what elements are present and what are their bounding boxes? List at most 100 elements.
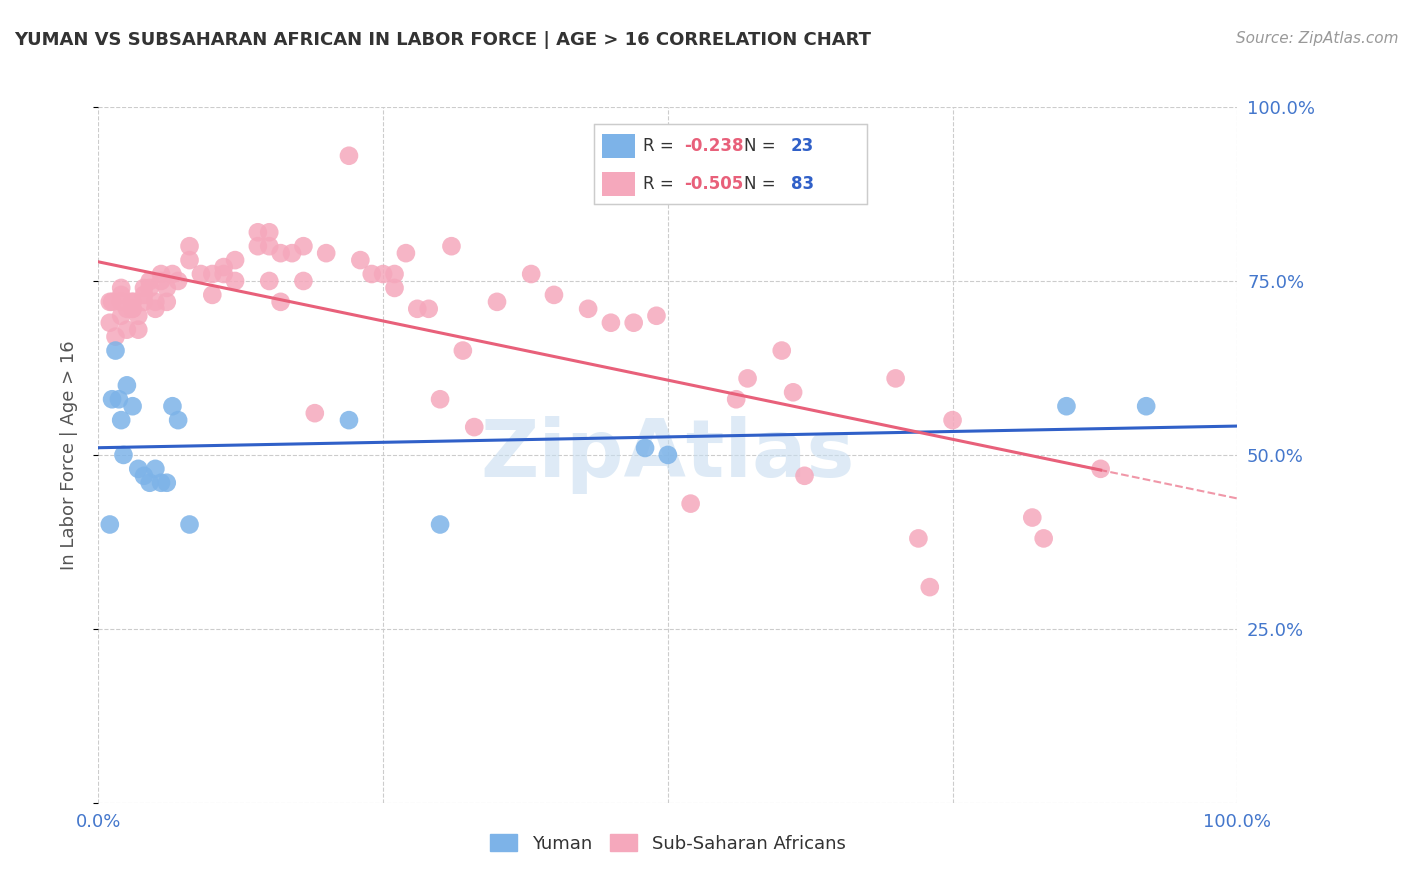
Point — [270, 246, 292, 260]
Point — [782, 385, 804, 400]
Point — [634, 441, 657, 455]
Point — [190, 267, 212, 281]
Point — [259, 239, 281, 253]
Point — [246, 239, 269, 253]
Point — [132, 288, 155, 302]
Point — [127, 323, 149, 337]
Point — [121, 294, 143, 309]
Point — [918, 580, 941, 594]
Point — [371, 267, 394, 281]
Point — [406, 301, 429, 316]
Point — [942, 413, 965, 427]
Point — [440, 239, 463, 253]
Point — [212, 260, 235, 274]
Point — [384, 267, 406, 281]
Point — [1021, 510, 1043, 524]
Point — [112, 448, 135, 462]
Legend: Yuman, Sub-Saharan Africans: Yuman, Sub-Saharan Africans — [484, 827, 852, 860]
Point — [104, 329, 127, 343]
Point — [1090, 462, 1112, 476]
Point — [104, 343, 127, 358]
Point — [429, 392, 451, 407]
Point — [212, 267, 235, 281]
Point — [543, 288, 565, 302]
Point — [679, 497, 702, 511]
Point — [121, 399, 143, 413]
Point — [463, 420, 485, 434]
Point — [270, 294, 292, 309]
Point — [115, 323, 138, 337]
Point — [246, 225, 269, 239]
Point — [1056, 399, 1078, 413]
Point — [98, 517, 121, 532]
Point — [259, 274, 281, 288]
Y-axis label: In Labor Force | Age > 16: In Labor Force | Age > 16 — [59, 340, 77, 570]
Point — [115, 301, 138, 316]
Point — [418, 301, 440, 316]
Point — [725, 392, 748, 407]
Point — [360, 267, 382, 281]
Point — [127, 462, 149, 476]
Point — [110, 281, 132, 295]
Point — [150, 475, 173, 490]
Point — [486, 294, 509, 309]
Point — [793, 468, 815, 483]
Point — [156, 475, 179, 490]
Point — [110, 413, 132, 427]
Point — [623, 316, 645, 330]
Point — [156, 281, 179, 295]
Point — [201, 267, 224, 281]
Point — [101, 294, 124, 309]
Text: YUMAN VS SUBSAHARAN AFRICAN IN LABOR FORCE | AGE > 16 CORRELATION CHART: YUMAN VS SUBSAHARAN AFRICAN IN LABOR FOR… — [14, 31, 872, 49]
Point — [395, 246, 418, 260]
Point — [1032, 532, 1054, 546]
Point — [349, 253, 371, 268]
Point — [138, 281, 160, 295]
Point — [884, 371, 907, 385]
Point — [98, 316, 121, 330]
Point — [224, 253, 246, 268]
Point — [110, 309, 132, 323]
Point — [451, 343, 474, 358]
Point — [201, 288, 224, 302]
Point — [167, 274, 190, 288]
Point — [179, 253, 201, 268]
Point — [162, 267, 184, 281]
Point — [115, 378, 138, 392]
Point — [127, 309, 149, 323]
Point — [150, 274, 173, 288]
Point — [429, 517, 451, 532]
Point — [162, 399, 184, 413]
Point — [337, 413, 360, 427]
Point — [150, 267, 173, 281]
Point — [167, 413, 190, 427]
Point — [138, 475, 160, 490]
Point — [138, 274, 160, 288]
Point — [337, 149, 360, 163]
Point — [907, 532, 929, 546]
Point — [179, 517, 201, 532]
Point — [145, 462, 167, 476]
Point — [132, 294, 155, 309]
Point — [108, 392, 131, 407]
Point — [110, 294, 132, 309]
Point — [292, 239, 315, 253]
Text: Source: ZipAtlas.com: Source: ZipAtlas.com — [1236, 31, 1399, 46]
Point — [101, 392, 124, 407]
Point — [110, 288, 132, 302]
Point — [179, 239, 201, 253]
Point — [600, 316, 623, 330]
Point — [259, 225, 281, 239]
Point — [145, 294, 167, 309]
Point — [121, 301, 143, 316]
Point — [520, 267, 543, 281]
Point — [292, 274, 315, 288]
Point — [657, 448, 679, 462]
Point — [576, 301, 599, 316]
Point — [384, 281, 406, 295]
Point — [224, 274, 246, 288]
Point — [145, 301, 167, 316]
Point — [315, 246, 337, 260]
Point — [304, 406, 326, 420]
Point — [156, 294, 179, 309]
